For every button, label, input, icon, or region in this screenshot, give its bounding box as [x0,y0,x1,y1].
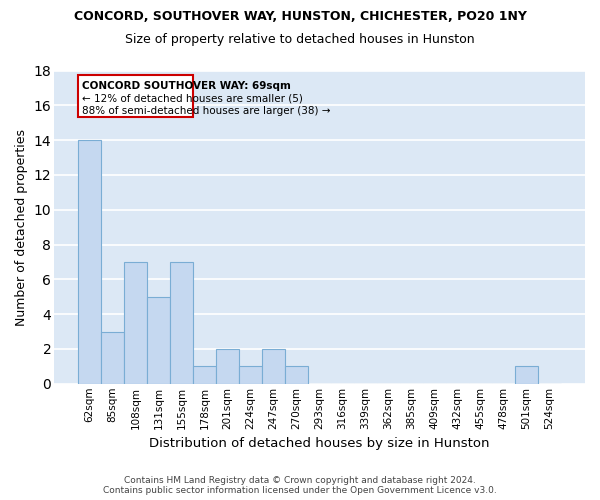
Bar [216,349,239,384]
Text: CONCORD SOUTHOVER WAY: 69sqm: CONCORD SOUTHOVER WAY: 69sqm [82,80,290,90]
Bar [515,366,538,384]
Bar [101,332,124,384]
Bar [78,75,193,118]
Bar [124,262,147,384]
X-axis label: Distribution of detached houses by size in Hunston: Distribution of detached houses by size … [149,437,490,450]
Bar [193,366,216,384]
Bar [147,296,170,384]
Bar [262,349,285,384]
Bar [239,366,262,384]
Text: Size of property relative to detached houses in Hunston: Size of property relative to detached ho… [125,32,475,46]
Y-axis label: Number of detached properties: Number of detached properties [15,128,28,326]
Text: ← 12% of detached houses are smaller (5): ← 12% of detached houses are smaller (5) [82,94,302,104]
Bar [170,262,193,384]
Text: Contains HM Land Registry data © Crown copyright and database right 2024.
Contai: Contains HM Land Registry data © Crown c… [103,476,497,495]
Bar [78,140,101,384]
Text: CONCORD, SOUTHOVER WAY, HUNSTON, CHICHESTER, PO20 1NY: CONCORD, SOUTHOVER WAY, HUNSTON, CHICHES… [74,10,526,23]
Bar [285,366,308,384]
Text: 88% of semi-detached houses are larger (38) →: 88% of semi-detached houses are larger (… [82,106,330,116]
